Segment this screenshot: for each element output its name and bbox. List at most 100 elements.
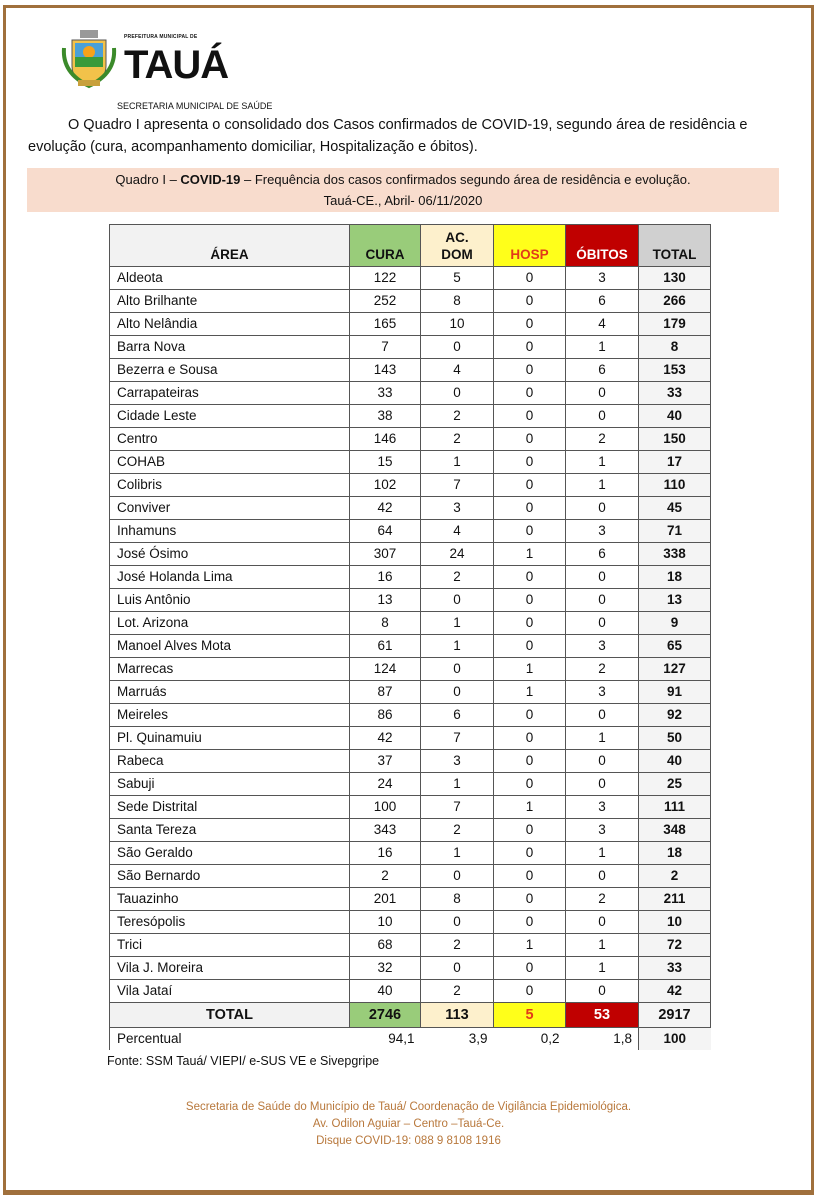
cell-cura: 146 (349, 427, 421, 451)
cell-cura: 16 (349, 565, 421, 589)
cell-acdom: 0 (420, 956, 494, 980)
cell-hosp: 0 (493, 910, 566, 934)
table-row: Alto Brilhante 252 8 0 6 266 (109, 289, 711, 313)
cell-area: Manoel Alves Mota (109, 634, 350, 658)
cell-cura: 61 (349, 634, 421, 658)
cell-obitos: 1 (565, 450, 639, 474)
table-row: Trici 68 2 1 1 72 (109, 933, 711, 957)
cell-total: 33 (638, 956, 711, 980)
header-acdom-line2: DOM (441, 247, 473, 262)
cell-acdom: 4 (420, 519, 494, 543)
cell-area: COHAB (109, 450, 350, 474)
cell-acdom: 1 (420, 634, 494, 658)
secretaria-label: SECRETARIA MUNICIPAL DE SAÚDE (117, 101, 273, 111)
municipal-coat-of-arms-logo (61, 30, 117, 89)
cell-total: 33 (638, 381, 711, 405)
cell-cura: 7 (349, 335, 421, 359)
cell-hosp: 0 (493, 312, 566, 336)
total-acdom: 113 (420, 1002, 494, 1028)
cell-area: Cidade Leste (109, 404, 350, 428)
cell-area: Colibris (109, 473, 350, 497)
cell-total: 72 (638, 933, 711, 957)
cell-area: José Holanda Lima (109, 565, 350, 589)
cell-total: 8 (638, 335, 711, 359)
table-row: São Geraldo 16 1 0 1 18 (109, 841, 711, 865)
table-row: Meireles 86 6 0 0 92 (109, 703, 711, 727)
percentual-obitos: 1,8 (613, 1030, 632, 1046)
table-row: Luis Antônio 13 0 0 0 13 (109, 588, 711, 612)
cell-area: Marruás (109, 680, 350, 704)
cell-acdom: 1 (420, 450, 494, 474)
cell-obitos: 2 (565, 427, 639, 451)
table-row: Manoel Alves Mota 61 1 0 3 65 (109, 634, 711, 658)
cell-cura: 100 (349, 795, 421, 819)
cell-obitos: 0 (565, 703, 639, 727)
cell-cura: 122 (349, 266, 421, 290)
cell-obitos: 6 (565, 542, 639, 566)
brand-subtitle: PREFEITURA MUNICIPAL DE (124, 34, 198, 40)
cell-obitos: 2 (565, 657, 639, 681)
table-row: Colibris 102 7 0 1 110 (109, 473, 711, 497)
header-area: ÁREA (109, 224, 350, 267)
cell-total: 65 (638, 634, 711, 658)
cell-cura: 143 (349, 358, 421, 382)
table-row: Sabuji 24 1 0 0 25 (109, 772, 711, 796)
cell-acdom: 3 (420, 496, 494, 520)
cell-obitos: 0 (565, 749, 639, 773)
cell-total: 13 (638, 588, 711, 612)
cell-total: 40 (638, 404, 711, 428)
cell-acdom: 24 (420, 542, 494, 566)
footer-line2: Av. Odilon Aguiar – Centro –Tauá-Ce. (312, 1117, 505, 1130)
cell-obitos: 0 (565, 588, 639, 612)
cell-hosp: 0 (493, 381, 566, 405)
cell-total: 18 (638, 841, 711, 865)
cell-acdom: 4 (420, 358, 494, 382)
table-row: Aldeota 122 5 0 3 130 (109, 266, 711, 290)
cell-total: 25 (638, 772, 711, 796)
cell-obitos: 1 (565, 473, 639, 497)
table-row: Conviver 42 3 0 0 45 (109, 496, 711, 520)
cell-area: Sede Distrital (109, 795, 350, 819)
cell-cura: 86 (349, 703, 421, 727)
percentual-cura: 94,1 (388, 1030, 415, 1046)
table-row: Vila J. Moreira 32 0 0 1 33 (109, 956, 711, 980)
cell-obitos: 3 (565, 680, 639, 704)
cell-hosp: 0 (493, 519, 566, 543)
brand: PREFEITURA MUNICIPAL DE TAUÁ (124, 34, 229, 86)
covid-cases-table: ÁREA CURA AC. DOM HOSP ÓBITOS TOTAL Aldeo… (109, 224, 711, 1050)
cell-hosp: 1 (493, 933, 566, 957)
cell-area: Bezerra e Sousa (109, 358, 350, 382)
cell-total: 71 (638, 519, 711, 543)
cell-total: 17 (638, 450, 711, 474)
cell-area: Pl. Quinamuiu (109, 726, 350, 750)
cell-hosp: 0 (493, 427, 566, 451)
cell-acdom: 2 (420, 979, 494, 1003)
cell-area: Barra Nova (109, 335, 350, 359)
cell-hosp: 0 (493, 335, 566, 359)
cell-hosp: 0 (493, 818, 566, 842)
cell-acdom: 8 (420, 289, 494, 313)
cell-cura: 32 (349, 956, 421, 980)
cell-total: 153 (638, 358, 711, 382)
table-row: Santa Tereza 343 2 0 3 348 (109, 818, 711, 842)
cell-total: 18 (638, 565, 711, 589)
cell-total: 9 (638, 611, 711, 635)
cell-hosp: 0 (493, 473, 566, 497)
cell-hosp: 1 (493, 542, 566, 566)
header-cura: CURA (349, 224, 421, 267)
cell-area: José Ósimo (109, 542, 350, 566)
cell-hosp: 1 (493, 657, 566, 681)
cell-hosp: 0 (493, 634, 566, 658)
percentual-total: 100 (638, 1027, 711, 1050)
cell-obitos: 1 (565, 335, 639, 359)
cell-hosp: 0 (493, 404, 566, 428)
cell-area: Inhamuns (109, 519, 350, 543)
cell-acdom: 1 (420, 772, 494, 796)
caption-bold: COVID-19 (180, 172, 241, 187)
cell-area: Teresópolis (109, 910, 350, 934)
cell-acdom: 2 (420, 565, 494, 589)
cell-total: 92 (638, 703, 711, 727)
cell-total: 211 (638, 887, 711, 911)
table-row: Rabeca 37 3 0 0 40 (109, 749, 711, 773)
caption-suffix: – Frequência dos casos confirmados segun… (240, 172, 691, 187)
